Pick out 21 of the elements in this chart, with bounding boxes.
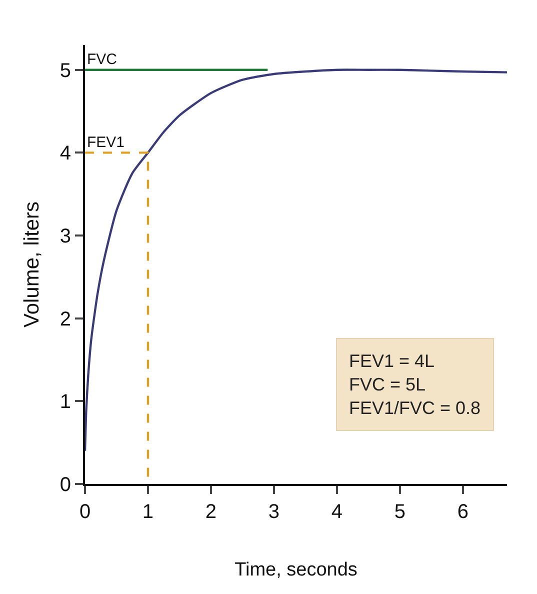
x-tick-label: 5 <box>394 501 406 523</box>
annotation: FEV1 = 4L <box>349 351 435 371</box>
annotation: FVC = 5L <box>349 374 426 394</box>
line-series <box>85 68 507 452</box>
series-label: FEV1 <box>87 134 125 151</box>
y-tick-label: 0 <box>60 474 71 496</box>
y-axis-title: Volume, liters <box>20 201 44 328</box>
x-tick-label: 3 <box>268 501 280 523</box>
series-label: FVC <box>87 51 118 68</box>
x-tick-label: 2 <box>205 501 217 523</box>
y-tick-label: 3 <box>60 226 71 248</box>
y-tick-label: 1 <box>60 391 71 414</box>
x-axis-title: Time, seconds <box>234 559 358 580</box>
x-tick-label: 6 <box>457 501 468 523</box>
x-tick-label: 0 <box>79 501 91 523</box>
y-tick-label: 5 <box>60 60 71 82</box>
y-tick-label: 2 <box>60 308 71 330</box>
annotation: FEV1/FVC = 0.8 <box>349 398 481 418</box>
x-tick-label: 4 <box>331 501 343 523</box>
y-tick-label: 4 <box>60 142 71 165</box>
x-tick-label: 1 <box>142 501 154 523</box>
